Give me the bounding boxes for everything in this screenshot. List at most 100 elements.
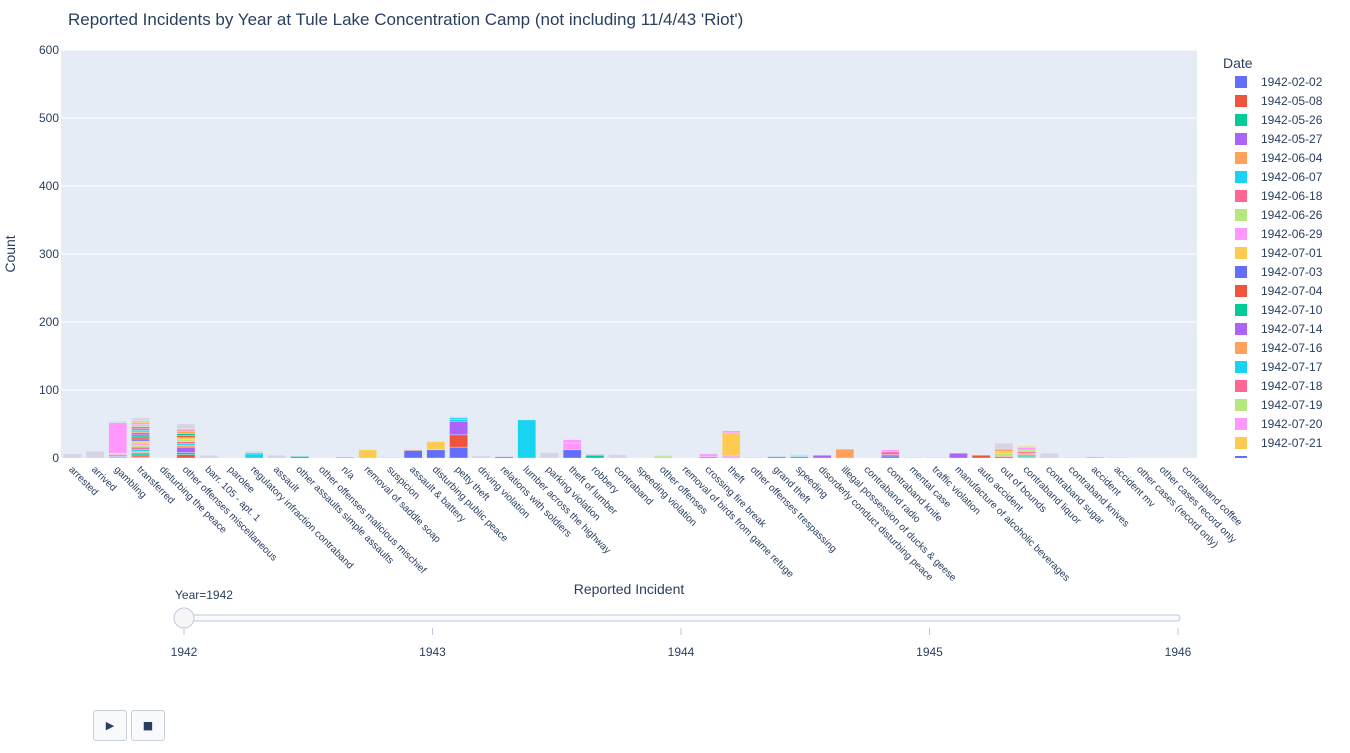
bar-segment[interactable] [994,442,1014,450]
bar-segment[interactable] [131,446,150,450]
legend-swatch[interactable] [1235,399,1247,411]
bar-segment[interactable] [131,438,150,442]
bar-segment[interactable] [1017,455,1036,457]
bar-segment[interactable] [721,455,741,459]
legend-swatch[interactable] [1235,114,1247,126]
bar-segment[interactable] [176,454,196,459]
bar-segment[interactable] [994,456,1014,459]
bar-segment[interactable] [949,453,968,459]
bar-segment[interactable] [131,440,150,444]
bar-segment[interactable] [449,421,468,436]
bar-segment[interactable] [994,451,1014,454]
bar-segment[interactable] [699,456,718,459]
legend-item[interactable]: 1942-07-17 [1261,360,1323,374]
bar-segment[interactable] [244,452,264,455]
bar-segment[interactable] [994,455,1014,457]
bar-segment[interactable] [767,456,786,459]
bar-segment[interactable] [1108,457,1127,459]
bar-segment[interactable] [1017,447,1036,451]
legend-swatch[interactable] [1235,133,1247,145]
legend-item[interactable]: 1942-02-02 [1261,75,1323,89]
legend-item[interactable]: 1942-06-04 [1261,151,1323,165]
slider-handle[interactable] [173,607,195,629]
bar-segment[interactable] [653,455,673,457]
bar-segment[interactable] [971,455,991,459]
bars[interactable] [63,416,1127,459]
bar-segment[interactable] [335,457,355,459]
bar-segment[interactable] [176,441,196,444]
legend-swatch[interactable] [1235,190,1247,202]
bar-segment[interactable] [131,444,150,448]
legend-swatch[interactable] [1235,76,1247,88]
legend-item[interactable]: 1942-07-14 [1261,322,1323,336]
bar-segment[interactable] [176,446,196,453]
bar-segment[interactable] [653,455,673,459]
legend-item[interactable]: 1942-05-08 [1261,94,1323,108]
bar-segment[interactable] [903,457,923,459]
bar-segment[interactable] [176,431,196,434]
bar-segment[interactable] [585,455,605,459]
bar-segment[interactable] [244,453,264,459]
bar-segment[interactable] [176,452,196,455]
bar-segment[interactable] [131,436,150,440]
bar-segment[interactable] [108,454,128,457]
bar-segment[interactable] [449,434,468,448]
bar-segment[interactable] [131,434,150,438]
legend-item[interactable]: 1942-06-07 [1261,170,1323,184]
bar-segment[interactable] [176,429,196,432]
legend-swatch[interactable] [1235,152,1247,164]
legend-swatch[interactable] [1235,380,1247,392]
legend-swatch[interactable] [1235,342,1247,354]
legend-item[interactable]: 1942-05-26 [1261,113,1323,127]
bar-segment[interactable] [131,428,150,432]
bar-segment[interactable] [131,453,150,457]
legend-item[interactable]: 1942-07-10 [1261,303,1323,317]
bar-segment[interactable] [403,448,423,451]
bar-segment[interactable] [744,457,764,459]
bar-segment[interactable] [790,454,809,457]
bar-segment[interactable] [176,444,196,448]
bar-segment[interactable] [176,437,196,440]
bar-segment[interactable] [403,450,423,459]
bar-segment[interactable] [176,439,196,442]
bar-segment[interactable] [1017,446,1036,449]
bar-segment[interactable] [880,449,900,453]
legend-item[interactable]: 1942-07-01 [1261,246,1323,260]
legend-swatch[interactable] [1235,266,1247,278]
bar-segment[interactable] [540,452,559,459]
bar-segment[interactable] [721,432,741,457]
year-slider[interactable]: Year=1942 1942 1943 1944 1945 1946 [171,588,1192,659]
bar-segment[interactable] [131,448,150,452]
bar-segment[interactable] [426,440,446,442]
bar-segment[interactable] [381,457,400,459]
legend-swatch[interactable] [1235,209,1247,221]
bar-segment[interactable] [267,455,287,459]
bar-segment[interactable] [244,451,264,453]
bar-segment[interactable] [721,430,741,434]
stop-button[interactable]: ■ [131,710,165,741]
bar-segment[interactable] [1017,453,1036,455]
legend[interactable]: Date 1942-02-02 1942-05-08 1942-05-26 1942-… [1223,55,1323,458]
legend-item[interactable]: 1942-07-18 [1261,379,1323,393]
bar-segment[interactable] [494,456,514,459]
bar-segment[interactable] [449,446,468,459]
bar-segment[interactable] [994,453,1014,456]
bar-segment[interactable] [562,442,582,451]
bar-segment[interactable] [472,455,491,459]
bar-segment[interactable] [176,433,196,436]
legend-swatch[interactable] [1235,228,1247,240]
bar-segment[interactable] [290,455,309,457]
bar-segment[interactable] [517,419,537,459]
legend-item[interactable]: 1942-06-26 [1261,208,1323,222]
bar-segment[interactable] [926,457,946,459]
bar-segment[interactable] [131,452,150,455]
legend-swatch[interactable] [1235,418,1247,430]
bar-segment[interactable] [290,456,309,459]
legend-swatch[interactable] [1235,361,1247,373]
bar-segment[interactable] [176,428,196,431]
bar-segment[interactable] [131,451,150,453]
bar-segment[interactable] [449,419,468,422]
bar-segment[interactable] [131,420,150,423]
bar-segment[interactable] [608,454,627,459]
bar-segment[interactable] [108,421,128,423]
